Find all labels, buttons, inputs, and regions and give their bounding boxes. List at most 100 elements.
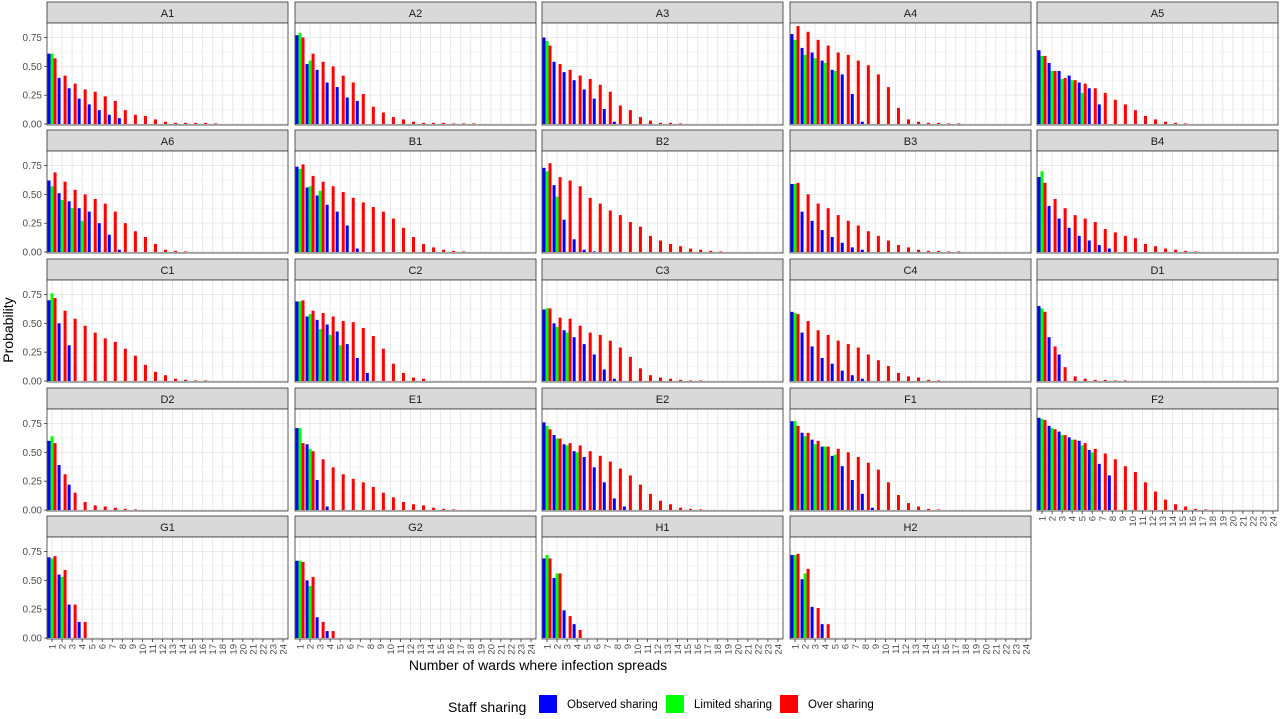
bar-observed [77,208,81,252]
bar-observed [47,300,51,381]
bar-over [1103,453,1107,510]
x-tick-label: 21 [248,644,259,655]
y-tick-label: 0.75 [23,290,43,301]
panel-border [294,536,537,640]
bar-over [927,250,931,252]
bar-observed [57,574,61,638]
bar-over [846,452,850,510]
bar-limited [803,54,807,124]
bar-observed [602,369,606,381]
bar-over [442,122,446,124]
bar-limited [298,428,302,510]
panel-background [542,280,783,382]
bar-over [917,377,921,381]
bar-observed [810,606,814,638]
facet-strip-label: A6 [161,136,174,148]
x-tick-label: 4 [821,644,832,649]
bar-over [1063,435,1067,510]
bar-observed [602,109,606,124]
bar-over [63,569,67,638]
bar-over [1103,379,1107,381]
bar-over [558,438,562,510]
bar-observed [820,230,824,252]
bar-over [588,332,592,381]
bar-over [143,115,147,124]
panel-border [46,408,289,512]
bar-over [1083,218,1087,252]
bar-limited [328,334,332,381]
bar-over [1153,119,1157,124]
bar-over [1093,448,1097,510]
legend: Staff sharing Observed sharing Limited s… [0,693,1280,719]
bar-over [123,348,127,381]
bar-limited [545,40,549,124]
panel-border [294,408,537,512]
bar-over [578,186,582,252]
bar-over [411,377,415,381]
x-tick-label: 17 [456,644,467,655]
bar-limited [308,186,312,252]
y-tick-label: 0.25 [23,605,43,616]
x-tick-label: 22 [258,644,269,655]
bar-over [194,380,198,381]
y-tick-label: 0.50 [23,190,43,201]
bar-over [709,250,713,252]
x-tick-label: 19 [971,644,982,655]
bar-observed [800,579,804,638]
bar-observed [830,237,834,252]
x-tick-label: 5 [583,644,594,649]
bar-over [886,87,890,124]
bar-observed [107,234,111,252]
bar-limited [833,70,837,124]
x-tick-label: 24 [1021,644,1032,655]
legend-key-observed [539,695,557,713]
bar-over [1174,249,1178,252]
bar-over [578,75,582,124]
x-tick-label: 9 [1118,516,1129,521]
bar-over [1053,346,1057,381]
bar-over [598,203,602,252]
bar-over [93,198,97,252]
bar-over [796,314,800,381]
bar-over [204,122,208,124]
bar-over [628,356,632,381]
bar-over [957,123,961,124]
bar-limited [308,586,312,638]
bar-limited [813,444,817,510]
facet-a6: A6 0.00 0.25 0.50 0.75 [23,129,289,259]
bar-over [806,31,810,124]
x-tick-label: 24 [773,644,784,655]
bar-limited [545,171,549,252]
bar-limited [50,293,54,381]
x-tick-label: 18 [961,644,972,655]
bar-over [896,372,900,381]
bar-over [1073,439,1077,510]
bar-over [83,621,87,638]
bar-over [1184,123,1188,124]
x-tick-label: 9 [128,644,139,649]
bar-over [689,508,693,510]
bar-observed [1057,218,1061,252]
bar-over [866,231,870,252]
bar-over [679,246,683,252]
bar-over [301,300,305,381]
x-tick-label: 9 [623,644,634,649]
x-tick-label: 23 [268,644,279,655]
x-tick-label: 18 [1208,516,1219,527]
bar-over [184,122,188,124]
bar-over [361,482,365,510]
panel-border [1036,279,1279,383]
bar-over [472,123,476,124]
facet-a2: A2 [294,1,537,126]
bar-over [618,468,622,510]
bar-over [321,459,325,510]
bar-over [826,208,830,252]
bar-over [163,121,167,124]
bar-observed [820,357,824,381]
bar-limited [50,186,54,252]
bar-limited [80,220,84,252]
bar-over [618,105,622,124]
bar-limited [575,452,579,510]
bar-observed [790,183,794,252]
x-tick-label: 23 [763,644,774,655]
